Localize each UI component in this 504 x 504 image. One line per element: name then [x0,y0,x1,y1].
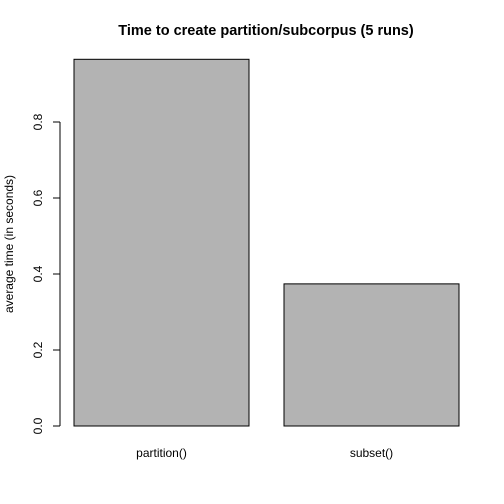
y-axis: 0.0 0.2 0.4 0.6 0.8 [31,113,61,434]
x-category-label: partition() [136,446,187,460]
x-category-label: subset() [350,446,393,460]
bars [73,58,460,427]
bar-1 [73,58,250,427]
y-tick-label: 0.4 [31,265,45,282]
y-tick-label: 0.2 [31,341,45,358]
chart-title: Time to create partition/subcorpus (5 ru… [118,23,414,39]
y-tick-label: 0.6 [31,189,45,206]
y-tick-label: 0.8 [31,113,45,130]
y-tick-label: 0.0 [31,417,45,434]
y-axis-label: average time (in seconds) [2,175,16,313]
x-axis-labels: partition() subset() [136,446,393,460]
bar-2 [283,283,460,427]
